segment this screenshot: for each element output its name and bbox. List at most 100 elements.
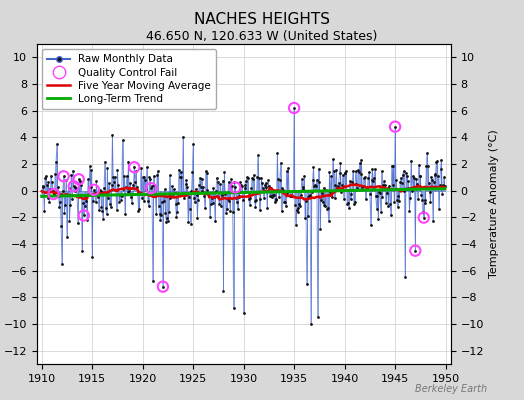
Point bbox=[437, 156, 445, 163]
Point bbox=[174, 200, 182, 206]
Point bbox=[69, 168, 77, 174]
Point bbox=[231, 184, 239, 191]
Point bbox=[250, 198, 259, 204]
Point bbox=[280, 198, 288, 205]
Point bbox=[402, 170, 410, 176]
Point bbox=[429, 218, 437, 224]
Point bbox=[363, 184, 372, 190]
Point bbox=[72, 185, 80, 191]
Point bbox=[288, 192, 296, 199]
Point bbox=[142, 187, 150, 193]
Point bbox=[119, 186, 127, 193]
Point bbox=[75, 192, 84, 198]
Point bbox=[247, 185, 255, 192]
Point bbox=[316, 226, 324, 232]
Point bbox=[281, 202, 290, 209]
Point bbox=[398, 172, 407, 178]
Point bbox=[431, 171, 440, 177]
Point bbox=[156, 217, 165, 223]
Point bbox=[384, 185, 392, 191]
Point bbox=[263, 205, 271, 212]
Point bbox=[84, 176, 92, 182]
Point bbox=[153, 172, 161, 178]
Point bbox=[270, 191, 278, 198]
Point bbox=[225, 197, 234, 204]
Point bbox=[295, 201, 303, 207]
Point bbox=[368, 165, 377, 172]
Point bbox=[70, 183, 78, 190]
Point bbox=[318, 190, 326, 197]
Point bbox=[309, 177, 317, 184]
Point bbox=[414, 162, 423, 169]
Point bbox=[120, 173, 128, 179]
Point bbox=[418, 196, 426, 203]
Point bbox=[375, 189, 384, 195]
Point bbox=[373, 205, 381, 212]
Point bbox=[217, 203, 225, 210]
Point bbox=[169, 191, 177, 197]
Point bbox=[339, 172, 347, 179]
Point bbox=[123, 189, 132, 195]
Point bbox=[390, 199, 398, 205]
Point bbox=[424, 163, 432, 170]
Point bbox=[203, 186, 212, 193]
Point bbox=[278, 185, 287, 192]
Point bbox=[311, 182, 319, 188]
Point bbox=[346, 196, 355, 202]
Point bbox=[54, 193, 63, 200]
Point bbox=[176, 174, 184, 180]
Point bbox=[174, 166, 183, 173]
Point bbox=[117, 192, 126, 199]
Point bbox=[426, 199, 434, 205]
Point bbox=[124, 158, 133, 165]
Point bbox=[354, 167, 362, 174]
Point bbox=[99, 216, 107, 222]
Point bbox=[53, 141, 61, 147]
Point bbox=[183, 184, 191, 190]
Point bbox=[226, 208, 234, 214]
Point bbox=[307, 321, 315, 327]
Point bbox=[345, 204, 353, 211]
Point bbox=[135, 206, 144, 212]
Point bbox=[397, 174, 405, 181]
Point bbox=[319, 198, 327, 205]
Point bbox=[277, 208, 286, 214]
Point bbox=[336, 160, 345, 166]
Point bbox=[249, 172, 258, 178]
Point bbox=[248, 175, 256, 182]
Point bbox=[219, 178, 227, 184]
Point bbox=[283, 190, 291, 196]
Point bbox=[234, 206, 242, 212]
Point bbox=[205, 190, 213, 196]
Point bbox=[100, 185, 108, 191]
Point bbox=[362, 184, 370, 191]
Point bbox=[201, 205, 209, 211]
Point bbox=[296, 203, 304, 210]
Point bbox=[420, 214, 428, 221]
Point bbox=[81, 193, 90, 199]
Point bbox=[394, 204, 402, 210]
Point bbox=[95, 187, 104, 194]
Point bbox=[104, 195, 112, 201]
Point bbox=[395, 198, 403, 204]
Point bbox=[298, 176, 306, 182]
Point bbox=[198, 188, 206, 195]
Point bbox=[209, 184, 217, 191]
Point bbox=[392, 177, 400, 183]
Point bbox=[184, 219, 192, 226]
Point bbox=[277, 160, 285, 166]
Point bbox=[403, 172, 411, 179]
Point bbox=[344, 199, 352, 206]
Point bbox=[228, 209, 237, 216]
Point bbox=[180, 195, 188, 201]
Point bbox=[118, 137, 127, 143]
Point bbox=[109, 174, 117, 180]
Point bbox=[159, 284, 167, 290]
Point bbox=[441, 183, 449, 189]
Point bbox=[301, 215, 309, 221]
Point bbox=[202, 170, 211, 176]
Point bbox=[110, 178, 118, 185]
Point bbox=[297, 192, 305, 199]
Point bbox=[293, 209, 302, 215]
Point bbox=[350, 200, 358, 207]
